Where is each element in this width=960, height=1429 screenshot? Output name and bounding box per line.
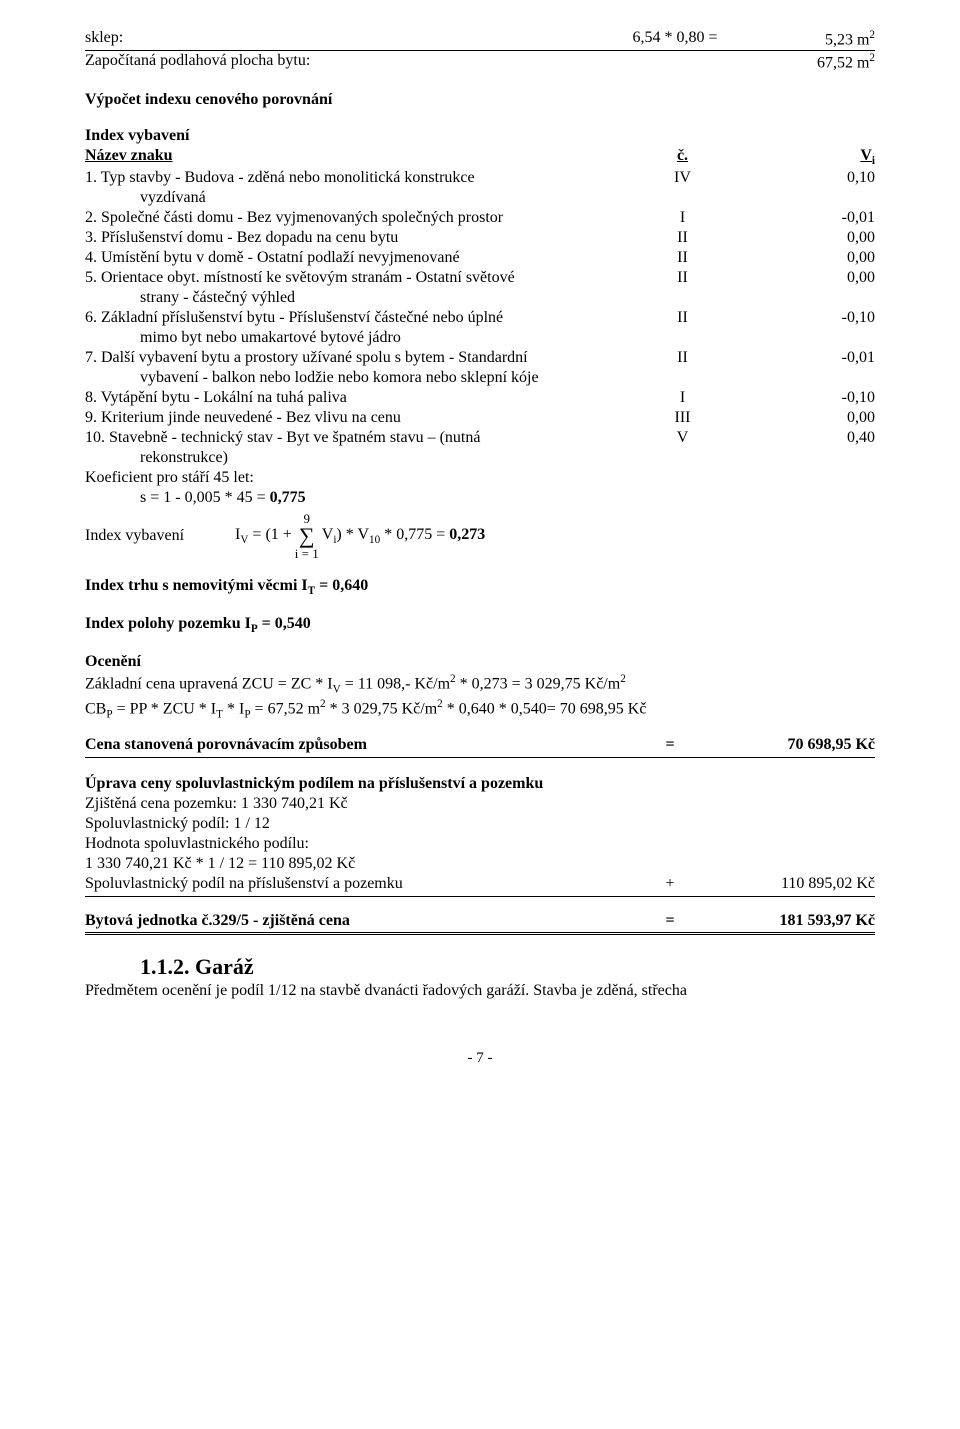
- row-num: II: [645, 248, 720, 268]
- row-text-sub: vyzdívaná: [140, 188, 645, 208]
- spolu-podil-label: Spoluvlastnický podíl na příslušenství a…: [85, 874, 645, 894]
- uprava-l2: Spoluvlastnický podíl: 1 / 12: [85, 814, 875, 834]
- cena-porov-row: Cena stanovená porovnávacím způsobem = 7…: [85, 735, 875, 758]
- table-row: 10. Stavebně - technický stav - Byt ve š…: [85, 428, 875, 468]
- formula-iv-open: IV = (1 +: [235, 525, 292, 547]
- row-val: -0,10: [720, 308, 875, 328]
- row-val: -0,01: [720, 208, 875, 228]
- row-text-sub: vybavení - balkon nebo lodžie nebo komor…: [140, 368, 645, 388]
- row-text: 2. Společné části domu - Bez vyjmenovaný…: [85, 208, 645, 228]
- page-number: - 7 -: [85, 1049, 875, 1068]
- oceneni-line1: Základní cena upravená ZCU = ZC * IV = 1…: [85, 672, 875, 697]
- row-text-sub: mimo byt nebo umakartové bytové jádro: [140, 328, 645, 348]
- row-text: 10. Stavebně - technický stav - Byt ve š…: [85, 428, 645, 448]
- th-num: č.: [645, 146, 720, 168]
- row-val: 0,00: [720, 408, 875, 428]
- row-num: II: [645, 348, 720, 368]
- row-num: I: [645, 208, 720, 228]
- row-num: III: [645, 408, 720, 428]
- row-num: II: [645, 228, 720, 248]
- row-num: I: [645, 388, 720, 408]
- zapocitana-row: Započítaná podlahová plocha bytu: 67,52 …: [85, 51, 875, 73]
- table-row: 2. Společné části domu - Bez vyjmenovaný…: [85, 208, 875, 228]
- cena-porov-eq: =: [645, 735, 695, 755]
- vypocet-heading: Výpočet indexu cenového porovnání: [85, 90, 875, 110]
- table-row: 9. Kriterium jinde neuvedené - Bez vlivu…: [85, 408, 875, 428]
- zapocitana-val: 67,52 m: [817, 55, 869, 72]
- sigma-symbol: ∑: [299, 525, 315, 547]
- koef-line2: s = 1 - 0,005 * 45 = 0,775: [140, 488, 875, 508]
- row-text: 6. Základní příslušenství bytu - Přísluš…: [85, 308, 645, 328]
- zapocitana-spacer: [570, 51, 780, 73]
- row-text: 5. Orientace obyt. místností ke světovým…: [85, 268, 645, 288]
- row-val: 0,10: [720, 168, 875, 188]
- bytova-eq: =: [645, 911, 695, 931]
- row-num: II: [645, 268, 720, 288]
- uprava-heading: Úprava ceny spoluvlastnickým podílem na …: [85, 774, 875, 794]
- spolu-podil-val: 110 895,02 Kč: [695, 874, 875, 894]
- row-text: 7. Další vybavení bytu a prostory užívan…: [85, 348, 645, 368]
- table-head: Název znaku č. Vi: [85, 146, 875, 168]
- zapocitana-exp: 2: [869, 52, 875, 64]
- row-val: 0,00: [720, 228, 875, 248]
- koef-line1: Koeficient pro stáří 45 let:: [85, 468, 875, 488]
- table-row: 1. Typ stavby - Budova - zděná nebo mono…: [85, 168, 875, 208]
- th-name: Název znaku: [85, 146, 645, 168]
- sklep-result-exp: 2: [869, 29, 875, 41]
- oceneni-line2: CBP = PP * ZCU * IT * IP = 67,52 m2 * 3 …: [85, 697, 875, 722]
- sklep-result-val: 5,23 m: [825, 31, 869, 48]
- uprava-l3: Hodnota spoluvlastnického podílu:: [85, 834, 875, 854]
- row-num: IV: [645, 168, 720, 188]
- table-row: 3. Příslušenství domu - Bez dopadu na ce…: [85, 228, 875, 248]
- row-num: II: [645, 308, 720, 328]
- it-line: Index trhu s nemovitými věcmi IT = 0,640: [85, 576, 875, 598]
- sklep-calc: 6,54 * 0,80 =: [570, 28, 780, 50]
- sklep-row: sklep: 6,54 * 0,80 = 5,23 m2: [85, 28, 875, 51]
- table-row: 8. Vytápění bytu - Lokální na tuhá paliv…: [85, 388, 875, 408]
- row-val: 0,40: [720, 428, 875, 448]
- table-row: 5. Orientace obyt. místností ke světovým…: [85, 268, 875, 308]
- row-text: 8. Vytápění bytu - Lokální na tuhá paliv…: [85, 388, 645, 408]
- row-num: V: [645, 428, 720, 448]
- formula-label: Index vybavení: [85, 526, 235, 546]
- ip-line: Index polohy pozemku IP = 0,540: [85, 614, 875, 636]
- spolu-podil-eq: +: [645, 874, 695, 894]
- uprava-l4: 1 330 740,21 Kč * 1 / 12 = 110 895,02 Kč: [85, 854, 875, 874]
- sigma-icon: 9 ∑ i = 1: [295, 512, 319, 560]
- bytova-label: Bytová jednotka č.329/5 - zjištěná cena: [85, 911, 645, 931]
- table-row: 7. Další vybavení bytu a prostory užívan…: [85, 348, 875, 388]
- row-val: -0,10: [720, 388, 875, 408]
- table-row: 6. Základní příslušenství bytu - Přísluš…: [85, 308, 875, 348]
- row-text: 4. Umístění bytu v domě - Ostatní podlaž…: [85, 248, 645, 268]
- spolu-podil-row: Spoluvlastnický podíl na příslušenství a…: [85, 874, 875, 897]
- garaz-heading: 1.1.2. Garáž: [140, 953, 875, 981]
- zapocitana-label: Započítaná podlahová plocha bytu:: [85, 51, 570, 73]
- row-val: 0,00: [720, 248, 875, 268]
- sklep-label: sklep:: [85, 28, 570, 50]
- row-val: 0,00: [720, 268, 875, 288]
- row-text-sub: strany - částečný výhled: [140, 288, 645, 308]
- zapocitana-value: 67,52 m2: [780, 51, 875, 73]
- cena-porov-label: Cena stanovená porovnávacím způsobem: [85, 735, 645, 755]
- bytova-row: Bytová jednotka č.329/5 - zjištěná cena …: [85, 911, 875, 935]
- row-val: -0,01: [720, 348, 875, 368]
- index-formula: Index vybavení IV = (1 + 9 ∑ i = 1 Vi) *…: [85, 512, 875, 560]
- row-text: 3. Příslušenství domu - Bez dopadu na ce…: [85, 228, 645, 248]
- uprava-l1: Zjištěná cena pozemku: 1 330 740,21 Kč: [85, 794, 875, 814]
- sigma-bot: i = 1: [295, 547, 319, 560]
- th-vi: Vi: [720, 146, 875, 168]
- row-text: 9. Kriterium jinde neuvedené - Bez vlivu…: [85, 408, 645, 428]
- row-text: 1. Typ stavby - Budova - zděná nebo mono…: [85, 168, 645, 188]
- cena-porov-val: 70 698,95 Kč: [695, 735, 875, 755]
- sklep-result: 5,23 m2: [780, 28, 875, 50]
- formula-rest: Vi) * V10 * 0,775 = 0,273: [322, 525, 485, 547]
- row-text-sub: rekonstrukce): [140, 448, 645, 468]
- bytova-val: 181 593,97 Kč: [695, 911, 875, 931]
- garaz-text: Předmětem ocenění je podíl 1/12 na stavb…: [85, 981, 875, 1001]
- table-row: 4. Umístění bytu v domě - Ostatní podlaž…: [85, 248, 875, 268]
- index-vybaveni-heading: Index vybavení: [85, 126, 875, 146]
- oceneni-heading: Ocenění: [85, 652, 875, 672]
- page-root: sklep: 6,54 * 0,80 = 5,23 m2 Započítaná …: [0, 0, 960, 1108]
